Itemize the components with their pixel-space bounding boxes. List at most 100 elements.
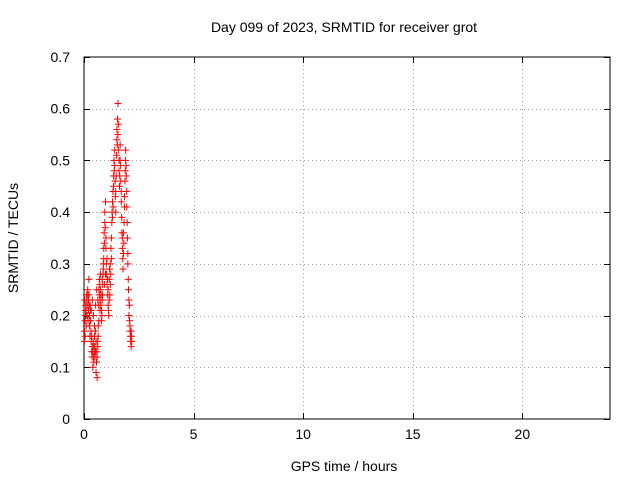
data-point — [118, 244, 126, 252]
y-tick-label: 0.2 — [51, 308, 71, 324]
data-point — [98, 275, 106, 283]
y-tick-label: 0.1 — [51, 359, 71, 375]
data-point — [105, 275, 113, 283]
data-point — [109, 203, 117, 211]
data-point — [124, 250, 132, 258]
data-point — [121, 193, 129, 201]
data-point — [80, 337, 88, 345]
data-point — [106, 281, 114, 289]
data-point — [116, 172, 124, 180]
data-point — [114, 120, 122, 128]
x-tick-label: 0 — [80, 426, 88, 442]
data-point — [83, 312, 91, 320]
data-point — [126, 322, 134, 330]
data-point — [106, 260, 114, 268]
plot-frame — [83, 56, 611, 420]
data-point — [111, 162, 119, 170]
data-point — [106, 265, 114, 273]
y-axis-title: SRMTID / TECUs — [5, 183, 21, 293]
data-point — [110, 182, 118, 190]
data-points — [80, 100, 136, 382]
data-point — [99, 265, 107, 273]
data-point — [96, 306, 104, 314]
data-point — [91, 327, 99, 335]
data-point — [100, 229, 108, 237]
data-point — [123, 203, 131, 211]
y-tick-label: 0.7 — [51, 49, 71, 65]
data-point — [101, 198, 109, 206]
y-tick-label: 0.5 — [51, 152, 71, 168]
data-point — [93, 286, 101, 294]
data-point — [92, 368, 100, 376]
data-point — [86, 317, 94, 325]
data-point — [124, 260, 132, 268]
data-point — [123, 234, 131, 242]
data-point — [104, 286, 112, 294]
data-point — [85, 301, 93, 309]
data-point — [105, 296, 113, 304]
data-point — [91, 322, 99, 330]
data-point — [108, 218, 116, 226]
y-tick-label: 0 — [62, 411, 70, 427]
data-point — [101, 224, 109, 232]
data-point — [100, 281, 108, 289]
data-point — [114, 115, 122, 123]
data-point — [92, 301, 100, 309]
y-tick-labels: 0 0.1 0.2 0.3 0.4 0.5 0.6 0.7 — [51, 49, 71, 427]
data-point — [123, 218, 131, 226]
grid-lines — [84, 57, 610, 419]
data-point — [122, 172, 130, 180]
data-point — [118, 213, 126, 221]
data-point — [116, 141, 124, 149]
data-point — [87, 306, 95, 314]
data-point — [122, 162, 130, 170]
data-point — [108, 213, 116, 221]
data-point — [117, 198, 125, 206]
data-point — [124, 275, 132, 283]
x-tick-label: 10 — [295, 426, 311, 442]
data-point — [94, 332, 102, 340]
data-point — [123, 187, 131, 195]
data-point — [115, 146, 123, 154]
data-point — [97, 291, 105, 299]
data-point — [94, 296, 102, 304]
data-point — [100, 239, 108, 247]
data-point — [121, 167, 129, 175]
data-point — [122, 146, 130, 154]
data-point — [92, 358, 100, 366]
data-point — [116, 182, 124, 190]
data-point — [105, 312, 113, 320]
chart-title: Day 099 of 2023, SRMTID for receiver gro… — [211, 19, 477, 35]
x-tick-label: 5 — [190, 426, 198, 442]
data-point — [107, 244, 115, 252]
data-point — [95, 317, 103, 325]
data-point — [112, 208, 120, 216]
data-point — [119, 255, 127, 263]
y-tick-label: 0.6 — [51, 101, 71, 117]
data-point — [94, 343, 102, 351]
data-point — [128, 337, 136, 345]
x-tick-label: 20 — [515, 426, 531, 442]
data-point — [112, 151, 120, 159]
data-point — [119, 229, 127, 237]
data-point — [81, 296, 89, 304]
data-point — [121, 177, 129, 185]
data-point — [124, 286, 132, 294]
data-point — [125, 301, 133, 309]
data-point — [127, 343, 135, 351]
data-point — [89, 363, 97, 371]
data-point — [119, 265, 127, 273]
data-point — [114, 131, 122, 139]
y-tick-label: 0.4 — [51, 204, 71, 220]
data-point — [93, 353, 101, 361]
data-point — [125, 312, 133, 320]
data-point — [84, 291, 92, 299]
x-tick-labels: 0 5 10 15 20 — [80, 426, 530, 442]
y-tick-label: 0.3 — [51, 256, 71, 272]
data-point — [120, 239, 128, 247]
data-point — [115, 167, 123, 175]
data-point — [114, 100, 122, 108]
data-point — [113, 125, 121, 133]
